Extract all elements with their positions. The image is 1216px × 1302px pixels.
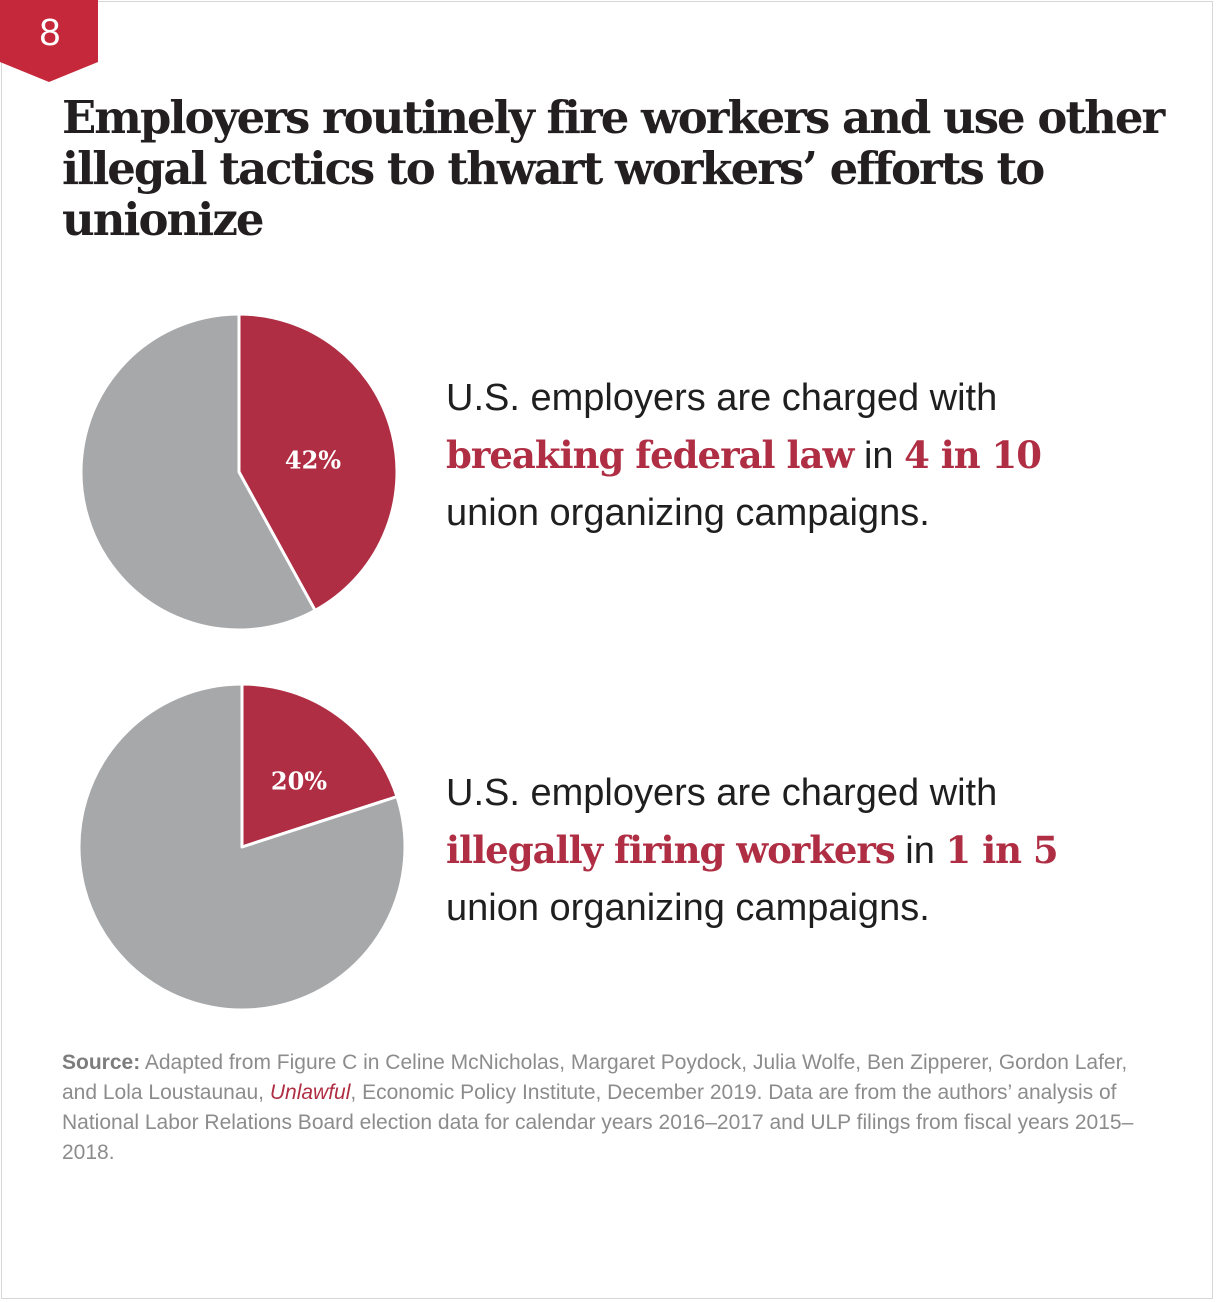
figure-number: 8 <box>39 12 61 54</box>
source-label: Source: <box>62 1051 141 1074</box>
source-text-after: , Economic Policy Institute, December 20… <box>62 1081 1134 1164</box>
stat-highlight: illegally firing workers <box>446 828 896 872</box>
chart-title: Employers routinely fire workers and use… <box>62 91 1165 246</box>
stat-line-3: union organizing campaigns. <box>446 492 930 534</box>
stat-line-3: union organizing campaigns. <box>446 887 930 929</box>
stat-ratio: 1 in 5 <box>945 828 1058 872</box>
pie-slice-highlight <box>240 682 399 849</box>
source-publication: Unlawful <box>269 1081 351 1104</box>
stat-text-illegal-firing: U.S. employers are charged with illegall… <box>446 765 1186 937</box>
stat-line-1: U.S. employers are charged with <box>446 377 998 419</box>
stat-connector: in <box>894 830 946 872</box>
pie-slice-rest <box>79 312 317 632</box>
stat-text-federal-law: U.S. employers are charged with breaking… <box>446 370 1186 542</box>
figure-number-badge: 8 <box>0 0 100 85</box>
pie-slice-highlight <box>237 312 399 612</box>
pie-chart-illegal-firing: 20% <box>77 682 407 1012</box>
pie-percent-label: 20% <box>271 767 327 796</box>
pie-slice-rest <box>77 682 407 1012</box>
source-note: Source: Adapted from Figure C in Celine … <box>62 1048 1162 1168</box>
pie-percent-label: 42% <box>285 446 341 475</box>
stat-line-1: U.S. employers are charged with <box>446 772 998 814</box>
stat-connector: in <box>853 435 905 477</box>
pie-chart-federal-law: 42% <box>79 312 399 632</box>
source-text-before: Adapted from Figure C in Celine McNichol… <box>62 1051 1128 1104</box>
stat-highlight: breaking federal law <box>446 433 854 477</box>
stat-ratio: 4 in 10 <box>904 433 1042 477</box>
badge-shape <box>0 0 98 82</box>
